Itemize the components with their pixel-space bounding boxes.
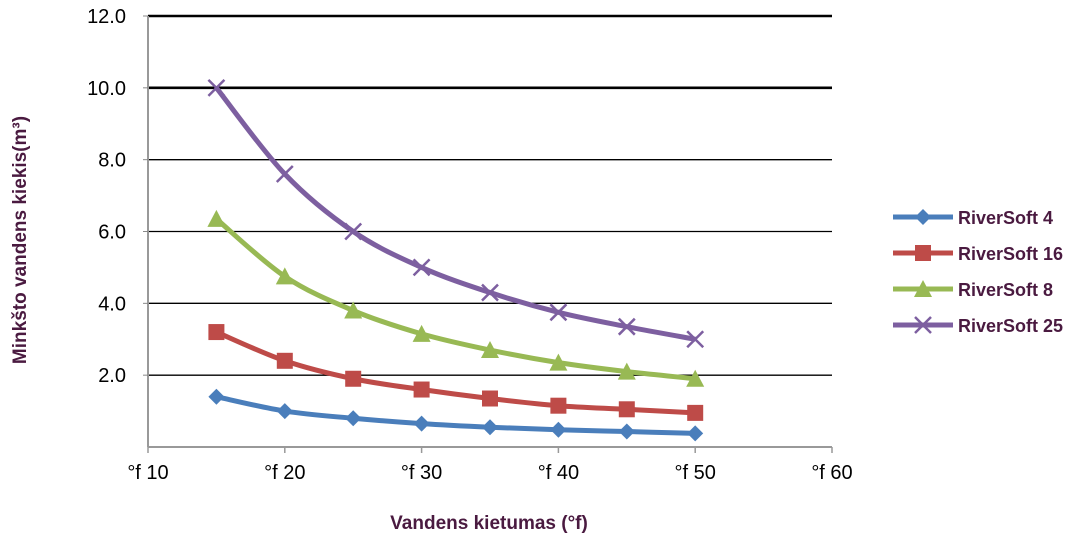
series-riversoft-4 xyxy=(208,388,704,442)
legend-marker xyxy=(914,316,932,334)
data-point xyxy=(481,283,499,302)
data-point xyxy=(618,401,635,418)
x-tick-label: °f 40 xyxy=(538,462,579,484)
x-axis-ticks: °f 10 °f 20 °f 30 °f 40 °f 50 °f 60 xyxy=(127,447,853,484)
y-tick-label: 10.0 xyxy=(87,78,126,100)
marker-x-stroke xyxy=(412,258,431,277)
data-point xyxy=(686,369,705,387)
data-point xyxy=(617,317,636,336)
legend-label: RiverSoft 16 xyxy=(958,244,1063,264)
data-point xyxy=(618,423,635,440)
legend-item: RiverSoft 16 xyxy=(893,244,1063,264)
data-point xyxy=(413,381,430,398)
legend-marker xyxy=(915,245,931,261)
marker-x-stroke xyxy=(481,283,499,302)
marker-x-stroke xyxy=(617,317,636,336)
data-point xyxy=(412,324,431,342)
y-tick-label: 4.0 xyxy=(98,293,126,315)
y-tick-label: 2.0 xyxy=(98,365,126,387)
legend-item: RiverSoft 4 xyxy=(893,208,1053,228)
marker-x-stroke xyxy=(275,165,294,183)
legend-marker xyxy=(915,209,931,225)
marker-x-stroke xyxy=(549,303,568,322)
x-tick-label: °f 50 xyxy=(675,462,716,484)
data-point xyxy=(207,209,226,227)
series-line xyxy=(214,86,696,342)
series-riversoft-16 xyxy=(208,324,704,421)
data-point xyxy=(208,324,225,341)
data-point xyxy=(481,341,499,359)
data-point xyxy=(207,78,226,97)
data-point xyxy=(276,403,293,420)
data-point xyxy=(344,301,363,319)
data-point xyxy=(208,388,225,405)
data-point xyxy=(550,397,567,414)
data-point xyxy=(276,352,293,369)
data-point xyxy=(549,303,568,322)
series-riversoft-8 xyxy=(207,209,705,387)
data-point xyxy=(275,165,294,183)
y-tick-label: 12.0 xyxy=(87,6,126,28)
data-point xyxy=(345,370,362,387)
y-axis-ticks: 2.0 4.0 6.0 8.0 10.0 12.0 xyxy=(87,6,148,387)
data-point xyxy=(687,425,704,442)
data-point xyxy=(686,330,705,349)
legend-marker xyxy=(914,280,932,297)
legend-label: RiverSoft 25 xyxy=(958,316,1063,336)
marker-x-stroke xyxy=(914,316,932,334)
data-point xyxy=(550,421,567,438)
x-tick-label: °f 20 xyxy=(264,462,305,484)
marker-x-stroke xyxy=(207,78,226,97)
grid-lines xyxy=(148,14,832,376)
data-point xyxy=(275,267,294,285)
data-point xyxy=(345,410,362,427)
legend-item: RiverSoft 25 xyxy=(893,316,1063,336)
marker-x-stroke xyxy=(686,330,705,349)
y-tick-label: 8.0 xyxy=(98,150,126,172)
legend-label: RiverSoft 4 xyxy=(958,208,1053,228)
x-tick-label: °f 60 xyxy=(811,462,852,484)
data-point xyxy=(687,404,704,421)
legend: RiverSoft 4 RiverSoft 16 RiverSoft 8 RiverS… xyxy=(893,208,1063,336)
legend-item: RiverSoft 8 xyxy=(893,280,1053,300)
series-group xyxy=(207,78,705,442)
data-point xyxy=(413,415,430,432)
x-tick-label: °f 10 xyxy=(127,462,168,484)
series-riversoft-25 xyxy=(207,78,705,349)
data-point xyxy=(482,419,498,436)
data-point xyxy=(482,390,498,407)
marker-x-stroke xyxy=(344,222,363,241)
data-point xyxy=(617,362,636,380)
data-point xyxy=(344,222,363,241)
y-axis-title: Minkšto vandens kiekis(m³) xyxy=(10,116,31,364)
y-tick-label: 6.0 xyxy=(98,222,126,244)
x-tick-label: °f 30 xyxy=(401,462,442,484)
legend-label: RiverSoft 8 xyxy=(958,280,1053,300)
data-point xyxy=(412,258,431,277)
data-point xyxy=(549,353,568,371)
x-axis-title: Vandens kietumas (°f) xyxy=(390,513,588,533)
